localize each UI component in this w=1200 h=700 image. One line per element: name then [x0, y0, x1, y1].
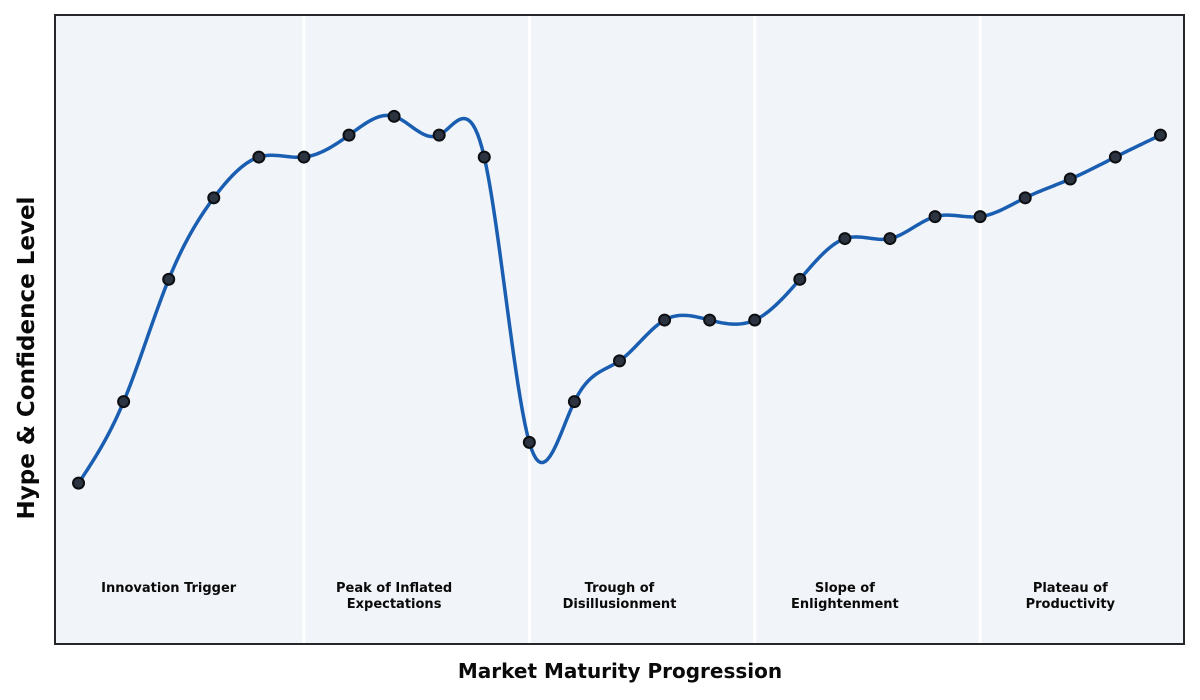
data-point-marker	[838, 232, 852, 246]
phase-label-plateau-of-productivity: Plateau of Productivity	[1026, 581, 1115, 613]
data-point-marker	[1063, 172, 1077, 186]
data-point-marker	[1153, 128, 1167, 142]
data-point-marker	[613, 354, 626, 368]
data-point-marker	[658, 313, 672, 327]
data-point-marker	[793, 272, 807, 286]
phase-label-line: Enlightenment	[791, 597, 899, 612]
phase-label-line: Trough of	[584, 581, 655, 596]
phase-label-line: Plateau of	[1032, 581, 1108, 596]
data-point-marker	[1018, 191, 1032, 205]
data-point-marker	[522, 435, 536, 449]
data-point-marker	[567, 395, 581, 409]
phase-label-slope-of-enlightenment: Slope of Enlightenment	[791, 581, 899, 613]
phase-label-line: Peak of Inflated	[335, 581, 453, 596]
hype-curve-chart	[72, 16, 1167, 643]
data-point-marker	[973, 210, 987, 224]
data-point-marker	[703, 313, 717, 327]
data-point-marker	[297, 150, 311, 164]
x-axis-label: Market Maturity Progression	[457, 659, 783, 683]
phase-label-line: Slope of	[814, 581, 875, 596]
y-axis-label: Hype & Confidence Level	[14, 196, 40, 520]
phase-label-line: Innovation Trigger	[101, 581, 237, 596]
phase-label-line: Productivity	[1025, 597, 1116, 612]
data-point-marker	[477, 150, 491, 164]
data-point-marker	[162, 272, 176, 286]
data-point-marker	[117, 395, 131, 409]
data-point-marker	[387, 109, 401, 123]
phase-label-peak-of-inflated-expectations: Peak of Inflated Expectations	[336, 581, 452, 613]
data-point-marker	[252, 150, 266, 164]
data-point-marker	[207, 191, 221, 205]
data-point-marker	[1108, 150, 1122, 164]
data-point-marker	[342, 128, 356, 142]
hype-curve-line	[76, 113, 1163, 485]
data-point-marker	[432, 128, 446, 142]
data-point-marker	[928, 210, 942, 224]
data-point-marker	[883, 232, 897, 246]
data-point-marker	[748, 313, 762, 327]
data-point-marker	[72, 476, 86, 490]
phase-label-line: Disillusionment	[562, 597, 677, 612]
plot-frame	[54, 14, 1185, 645]
phase-label-trough-of-disillusionment: Trough of Disillusionment	[563, 581, 677, 613]
phase-label-innovation-trigger: Innovation Trigger	[101, 581, 236, 597]
phase-label-line: Expectations	[346, 597, 442, 612]
